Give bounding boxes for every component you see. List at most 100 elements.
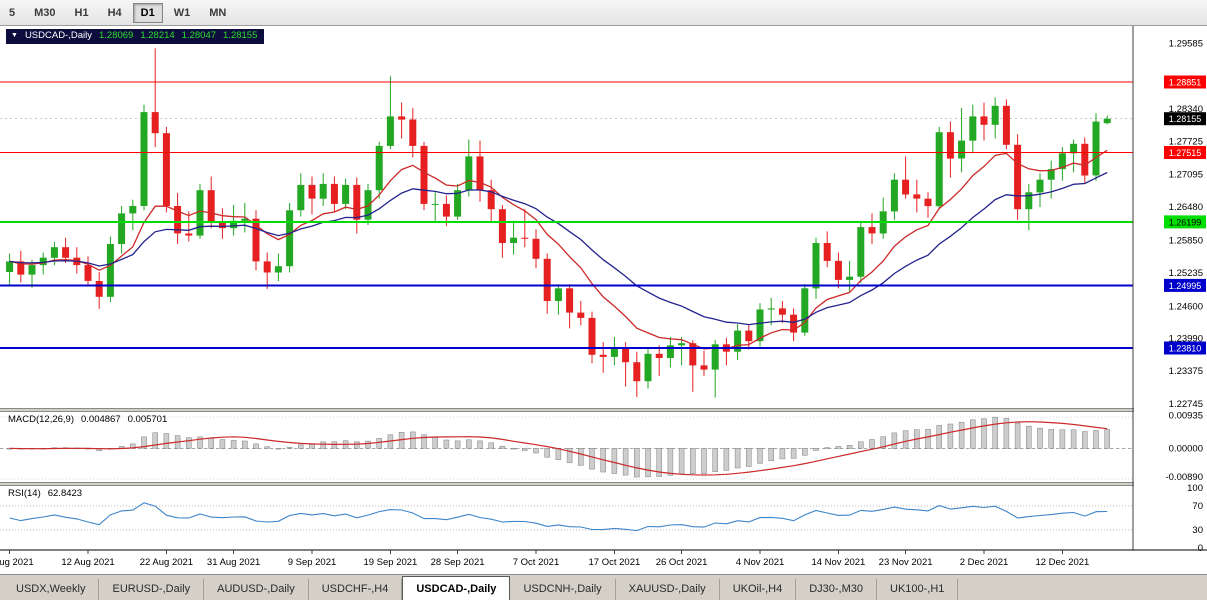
chart-tab-ukoil--h4[interactable]: UKOil-,H4 <box>720 579 797 600</box>
macd-bar <box>701 448 707 474</box>
chart-tab-usdchf--h4[interactable]: USDCHF-,H4 <box>309 579 403 600</box>
timeframe-button-h4[interactable]: H4 <box>107 6 122 19</box>
macd-bar <box>286 446 293 449</box>
macd-bar <box>790 448 797 459</box>
chart-tab-dj30--m30[interactable]: DJ30-,M30 <box>796 579 877 600</box>
candle-body <box>409 119 417 146</box>
chart-tab-usdx-weekly[interactable]: USDX,Weekly <box>3 579 100 600</box>
chart-tab-usdcnh--daily[interactable]: USDCNH-,Daily <box>510 579 616 600</box>
chart-area[interactable]: 1.29585 1.28340 1.27725 1.27095 1.26480 1.258… <box>0 26 1207 574</box>
candle-body <box>834 260 842 280</box>
macd-axis-label: 0.00935 <box>1169 411 1203 422</box>
timeframe-button-h1[interactable]: H1 <box>74 6 89 19</box>
ohlc-open: 1.28069 <box>98 30 134 41</box>
y-axis-label: 1.22745 <box>1169 399 1203 410</box>
rsi-title-label: RSI(14) <box>8 488 41 499</box>
x-axis-label: 3 Aug 2021 <box>0 557 34 568</box>
panel-separator[interactable] <box>0 482 1207 486</box>
candle-body <box>700 365 708 370</box>
candle-body <box>118 213 126 244</box>
macd-bar <box>208 437 214 449</box>
macd-axis-label: 0.00000 <box>1169 443 1203 454</box>
timeframe-button-5[interactable]: 5 <box>9 6 16 19</box>
macd-bar <box>958 421 965 449</box>
rsi-line <box>9 502 1108 532</box>
candle-body <box>801 288 809 333</box>
moving-average-21 <box>9 171 1108 326</box>
macd-bar <box>320 441 326 449</box>
x-axis-label: 26 Oct 2021 <box>656 557 708 568</box>
candle-body <box>1081 143 1089 176</box>
dropdown-arrow-icon[interactable]: ▼ <box>11 32 18 39</box>
macd-indicator-title: MACD(12,26,9) 0.004867 0.005701 <box>8 414 167 425</box>
candle-body <box>958 140 966 159</box>
timeframe-button-d1[interactable]: D1 <box>132 2 163 23</box>
macd-bar <box>443 439 450 449</box>
macd-bar <box>533 448 539 454</box>
y-axis-label: 1.23375 <box>1169 366 1203 377</box>
chart-tab-xauusd--daily[interactable]: XAUUSD-,Daily <box>616 579 720 600</box>
candle-body <box>980 116 988 125</box>
macd-bar <box>566 448 573 464</box>
candle-body <box>1025 192 1033 210</box>
candle-body <box>196 190 204 236</box>
candle-body <box>342 184 350 204</box>
macd-bar <box>1104 429 1110 449</box>
candle-body <box>588 317 596 355</box>
candlesticks <box>6 48 1111 398</box>
chart-tab-usdcad--daily[interactable]: USDCAD-,Daily <box>402 576 511 600</box>
candle-body <box>386 116 394 146</box>
candle-body <box>1058 153 1066 170</box>
price-chart-canvas[interactable]: 1.29585 1.28340 1.27725 1.27095 1.26480 1.258… <box>0 26 1207 574</box>
macd-histogram <box>6 416 1110 478</box>
candle-body <box>297 184 305 211</box>
y-axis-label: 1.26480 <box>1169 202 1203 213</box>
x-axis-label: 2 Dec 2021 <box>960 557 1009 568</box>
rsi-indicator-title: RSI(14) 62.8423 <box>8 488 82 499</box>
x-axis-label: 12 Dec 2021 <box>1035 557 1089 568</box>
candle-body <box>17 261 25 275</box>
macd-bar <box>298 444 304 449</box>
candle-body <box>431 203 439 205</box>
candle-body <box>969 116 977 141</box>
panel-separator[interactable] <box>0 408 1207 412</box>
candle-body <box>655 353 663 358</box>
macd-bar <box>667 448 674 476</box>
macd-signal-line <box>9 421 1108 476</box>
candle-body <box>151 112 159 134</box>
macd-bar <box>421 434 427 449</box>
macd-bar <box>454 440 461 449</box>
candle-body <box>924 198 932 207</box>
x-axis-label: 7 Oct 2021 <box>513 557 559 568</box>
x-axis-label: 12 Aug 2021 <box>61 557 114 568</box>
chart-tab-audusd--daily[interactable]: AUDUSD-,Daily <box>204 579 309 600</box>
macd-axis-label: -0.00890 <box>1165 472 1203 483</box>
chart-tab-uk100--h1[interactable]: UK100-,H1 <box>877 579 959 600</box>
macd-bar <box>723 448 730 471</box>
x-axis-label: 23 Nov 2021 <box>879 557 933 568</box>
macd-bar <box>981 418 987 449</box>
macd-bar <box>891 432 898 449</box>
candle-body <box>218 221 226 229</box>
timeframe-button-m30[interactable]: M30 <box>34 6 56 19</box>
level-price-badge: 1.27515 <box>1164 146 1206 159</box>
rsi-value: 62.8423 <box>47 488 83 499</box>
candle-body <box>1036 179 1044 193</box>
candle-body <box>1002 105 1010 145</box>
chart-tab-eurusd--daily[interactable]: EURUSD-,Daily <box>99 579 205 600</box>
macd-bar <box>858 441 864 449</box>
timeframe-button-w1[interactable]: W1 <box>173 6 191 19</box>
macd-bar <box>846 445 853 449</box>
symbol-period-label: USDCAD-,Daily <box>24 30 92 41</box>
candle-body <box>330 183 338 204</box>
candle-body <box>308 184 316 199</box>
timeframe-button-mn[interactable]: MN <box>209 6 227 19</box>
candle-body <box>991 105 999 125</box>
macd-bar <box>1003 418 1010 449</box>
y-axis-label: 1.25235 <box>1169 268 1203 279</box>
candle-body <box>823 243 831 261</box>
candle-body <box>185 233 193 236</box>
macd-bar <box>1026 425 1032 449</box>
candle-body <box>140 112 148 206</box>
